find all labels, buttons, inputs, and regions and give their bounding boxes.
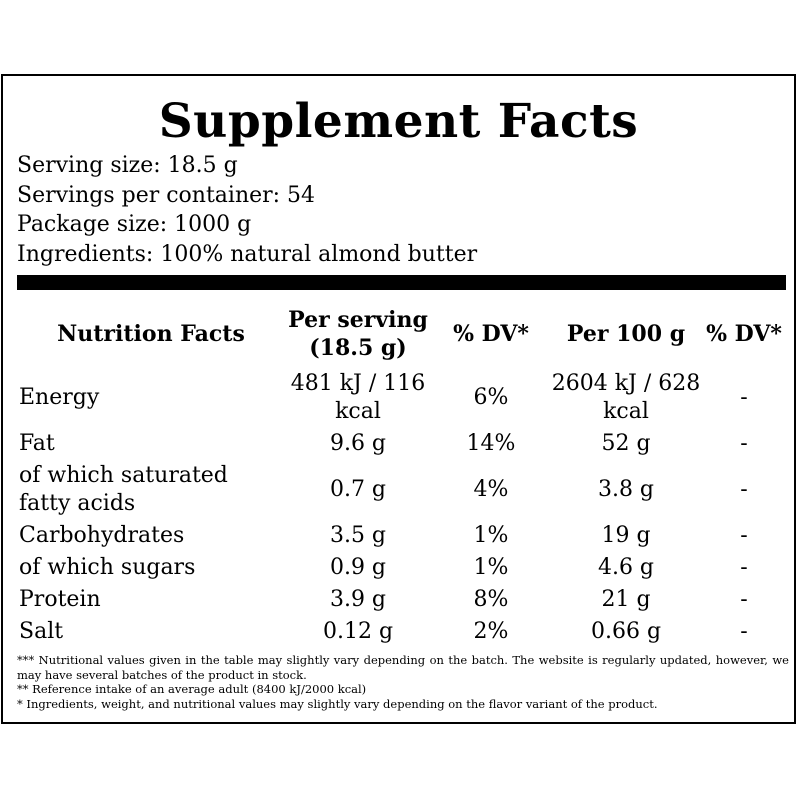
ingredients: Ingredients: 100% natural almond butter (17, 241, 478, 267)
per-serving-value: 481 kJ / 116 kcal (290, 371, 426, 424)
nutrient-name: Protein (19, 587, 101, 612)
dv-serving-value: 1% (473, 523, 509, 548)
nutrient-name: of which sugars (19, 555, 196, 580)
column-header: Per 100 g (566, 321, 686, 347)
table-row: Protein 3.9 g 8% 21 g - (17, 584, 787, 616)
per-serving-value: 3.5 g (329, 523, 387, 548)
nutrition-table: Nutrition Facts Per serving (18.5 g) % D… (17, 302, 787, 648)
dv-serving-value: 6% (473, 385, 509, 410)
dv-serving-value: 2% (473, 619, 509, 644)
per-100g-value: 52 g (601, 431, 651, 456)
per-serving-value: 3.9 g (329, 587, 387, 612)
per-100g-value: 3.8 g (597, 477, 655, 502)
per-serving-value: 0.7 g (329, 477, 387, 502)
dv-100g-value: - (740, 431, 748, 456)
dv-100g-value: - (740, 555, 748, 580)
per-100g-value: 4.6 g (597, 555, 655, 580)
dv-100g-value: - (740, 587, 748, 612)
product-info: Serving size: 18.5 g Servings per contai… (17, 151, 477, 269)
servings-per-container: Servings per container: 54 (17, 182, 316, 208)
column-header: % DV* (706, 321, 782, 347)
dv-serving-value: 8% (473, 587, 509, 612)
dv-serving-value: 14% (466, 431, 516, 456)
nutrient-name: Salt (19, 619, 64, 644)
footnote-batch: *** Nutritional values given in the tabl… (17, 653, 789, 682)
table-row: Salt 0.12 g 2% 0.66 g - (17, 616, 787, 648)
column-header: % DV* (453, 321, 529, 347)
dv-100g-value: - (740, 385, 748, 410)
dv-100g-value: - (740, 523, 748, 548)
nutrient-name: Fat (19, 431, 55, 456)
page-title: Supplement Facts (158, 94, 639, 149)
dv-100g-value: - (740, 477, 748, 502)
column-header: Per serving (18.5 g) (288, 307, 428, 361)
per-100g-value: 2604 kJ / 628 kcal (551, 371, 701, 424)
column-header: Nutrition Facts (57, 321, 245, 347)
per-100g-value: 19 g (601, 523, 651, 548)
table-row: Energy 481 kJ / 116 kcal 6% 2604 kJ / 62… (17, 368, 787, 428)
nutrient-name: Energy (19, 385, 100, 410)
nutrient-name: Carbohydrates (19, 523, 185, 548)
table-row: Fat 9.6 g 14% 52 g - (17, 428, 787, 460)
per-serving-value: 0.12 g (322, 619, 394, 644)
serving-size: Serving size: 18.5 g (17, 153, 238, 178)
supplement-facts-panel: Supplement Facts Serving size: 18.5 g Se… (1, 74, 796, 724)
per-serving-value: 9.6 g (329, 431, 387, 456)
table-row: of which sugars 0.9 g 1% 4.6 g - (17, 552, 787, 584)
dv-serving-value: 1% (473, 555, 509, 580)
table-row: of which saturated fatty acids 0.7 g 4% … (17, 460, 787, 520)
dv-100g-value: - (740, 619, 748, 644)
nutrient-name: of which saturated fatty acids (19, 463, 228, 516)
divider-bar (17, 275, 786, 290)
footnote-variant: * Ingredients, weight, and nutritional v… (17, 696, 658, 711)
footnotes: *** Nutritional values given in the tabl… (17, 653, 789, 711)
dv-serving-value: 4% (473, 477, 509, 502)
table-header-row: Nutrition Facts Per serving (18.5 g) % D… (17, 302, 787, 368)
per-100g-value: 21 g (601, 587, 651, 612)
footnote-reference-intake: ** Reference intake of an average adult … (17, 682, 367, 696)
table-row: Carbohydrates 3.5 g 1% 19 g - (17, 520, 787, 552)
package-size: Package size: 1000 g (17, 212, 252, 237)
per-100g-value: 0.66 g (590, 619, 662, 644)
per-serving-value: 0.9 g (329, 555, 387, 580)
